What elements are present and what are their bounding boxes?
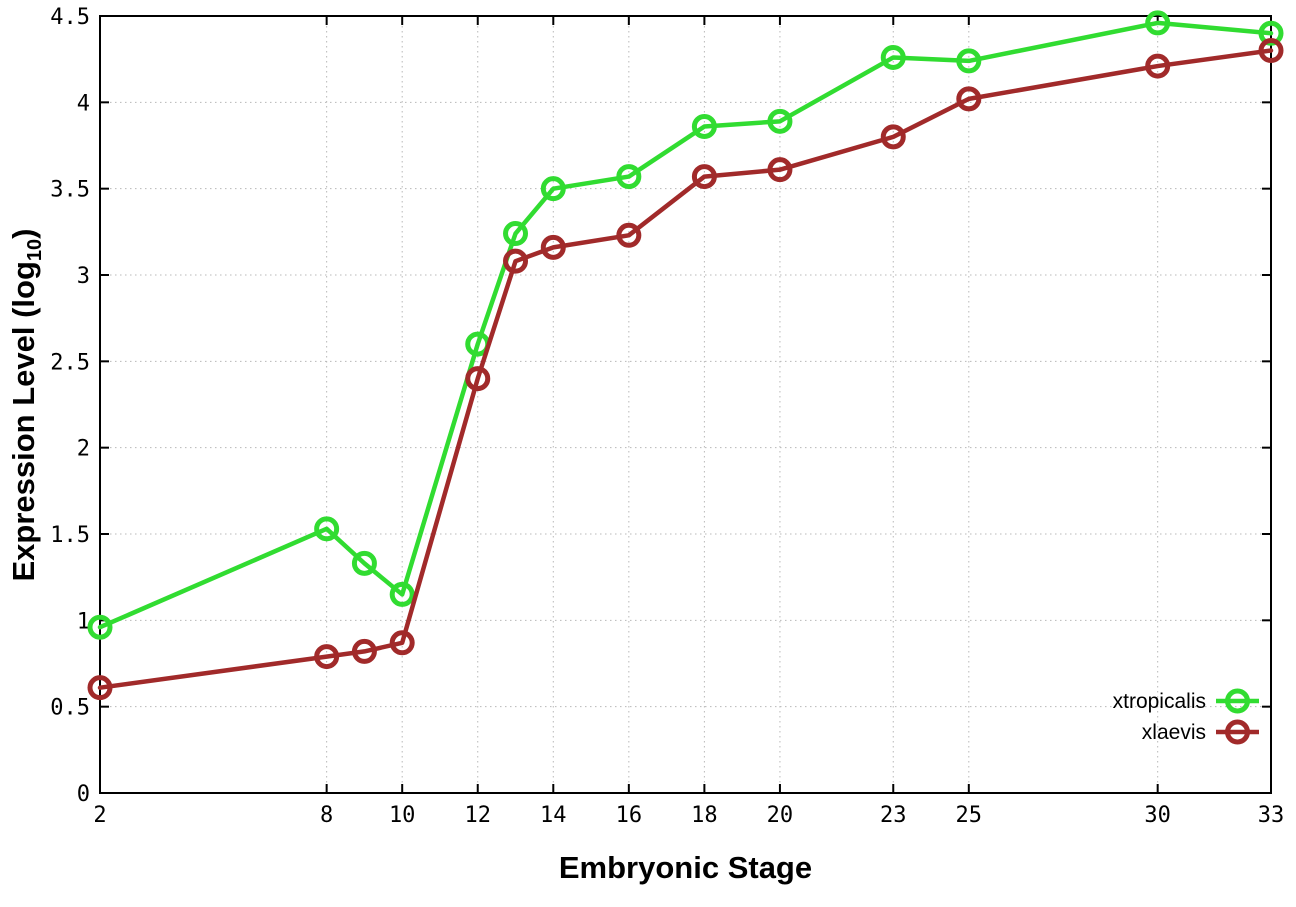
y-axis-title: Expression Level (log10) [6, 205, 47, 605]
data-point-xlaevis-18 [691, 164, 717, 190]
x-tick-label: 16 [616, 803, 643, 828]
data-point-xtropicalis-16 [616, 164, 642, 190]
y-tick-label: 2 [77, 437, 90, 462]
y-tick-label: 4.5 [50, 5, 90, 30]
x-tick-label: 23 [880, 803, 907, 828]
data-point-xlaevis-10 [389, 630, 415, 656]
data-point-xlaevis-30 [1145, 53, 1171, 79]
y-tick-label: 0.5 [50, 696, 90, 721]
x-tick-label: 8 [320, 803, 333, 828]
data-point-xtropicalis-10 [389, 581, 415, 607]
data-point-xlaevis-16 [616, 222, 642, 248]
data-point-xtropicalis-18 [691, 114, 717, 140]
data-point-xlaevis-33 [1258, 38, 1284, 64]
data-point-xlaevis-13 [503, 248, 529, 274]
legend-sample-marker-xtropicalis [1225, 688, 1250, 714]
x-tick-label: 20 [767, 803, 794, 828]
legend-label-xlaevis: xlaevis [1142, 721, 1206, 744]
data-point-xtropicalis-25 [956, 48, 982, 74]
y-axis-title-text: Expression Level (log [6, 261, 41, 582]
data-point-xlaevis-12 [465, 366, 491, 392]
x-tick-label: 25 [956, 803, 983, 828]
y-tick-label: 0 [77, 782, 90, 807]
x-tick-label: 12 [464, 803, 491, 828]
data-point-xlaevis-25 [956, 86, 982, 112]
y-axis-title-suffix: ) [6, 228, 41, 239]
data-point-xtropicalis-2 [87, 614, 113, 640]
series-line-xlaevis [97, 48, 1274, 690]
data-point-xtropicalis-9 [351, 550, 377, 576]
data-point-xlaevis-2 [87, 675, 113, 701]
data-point-xtropicalis-30 [1145, 10, 1171, 36]
data-point-xlaevis-20 [767, 157, 793, 183]
x-axis-title: Embryonic Stage [558, 850, 813, 885]
data-point-xtropicalis-20 [767, 108, 793, 134]
x-tick-label: 30 [1144, 803, 1171, 828]
data-point-xtropicalis-23 [880, 44, 906, 70]
x-tick-label: 33 [1258, 803, 1285, 828]
data-point-xtropicalis-14 [540, 176, 566, 202]
data-point-xtropicalis-33 [1258, 20, 1284, 46]
data-point-xlaevis-9 [351, 638, 377, 664]
x-tick-label: 18 [691, 803, 718, 828]
y-axis-title-subscript: 10 [24, 238, 47, 262]
y-tick-label: 3.5 [50, 178, 90, 203]
x-tick-label: 14 [540, 803, 567, 828]
y-tick-label: 3 [77, 264, 90, 289]
data-point-xlaevis-23 [880, 124, 906, 150]
data-point-xtropicalis-8 [314, 516, 340, 542]
y-tick-label: 2.5 [50, 350, 90, 375]
series-line-xtropicalis [97, 20, 1274, 630]
plot-frame [99, 15, 1272, 794]
legend-sample-marker-xlaevis [1225, 719, 1250, 745]
y-tick-label: 4 [77, 91, 90, 116]
y-tick-label: 1.5 [50, 523, 90, 548]
x-tick-label: 2 [93, 803, 106, 828]
data-point-xlaevis-14 [540, 234, 566, 260]
data-point-xtropicalis-13 [503, 221, 529, 247]
y-tick-label: 1 [77, 609, 90, 634]
legend-label-xtropicalis: xtropicalis [1113, 690, 1206, 713]
x-tick-label: 10 [389, 803, 416, 828]
data-point-xlaevis-8 [314, 644, 340, 670]
